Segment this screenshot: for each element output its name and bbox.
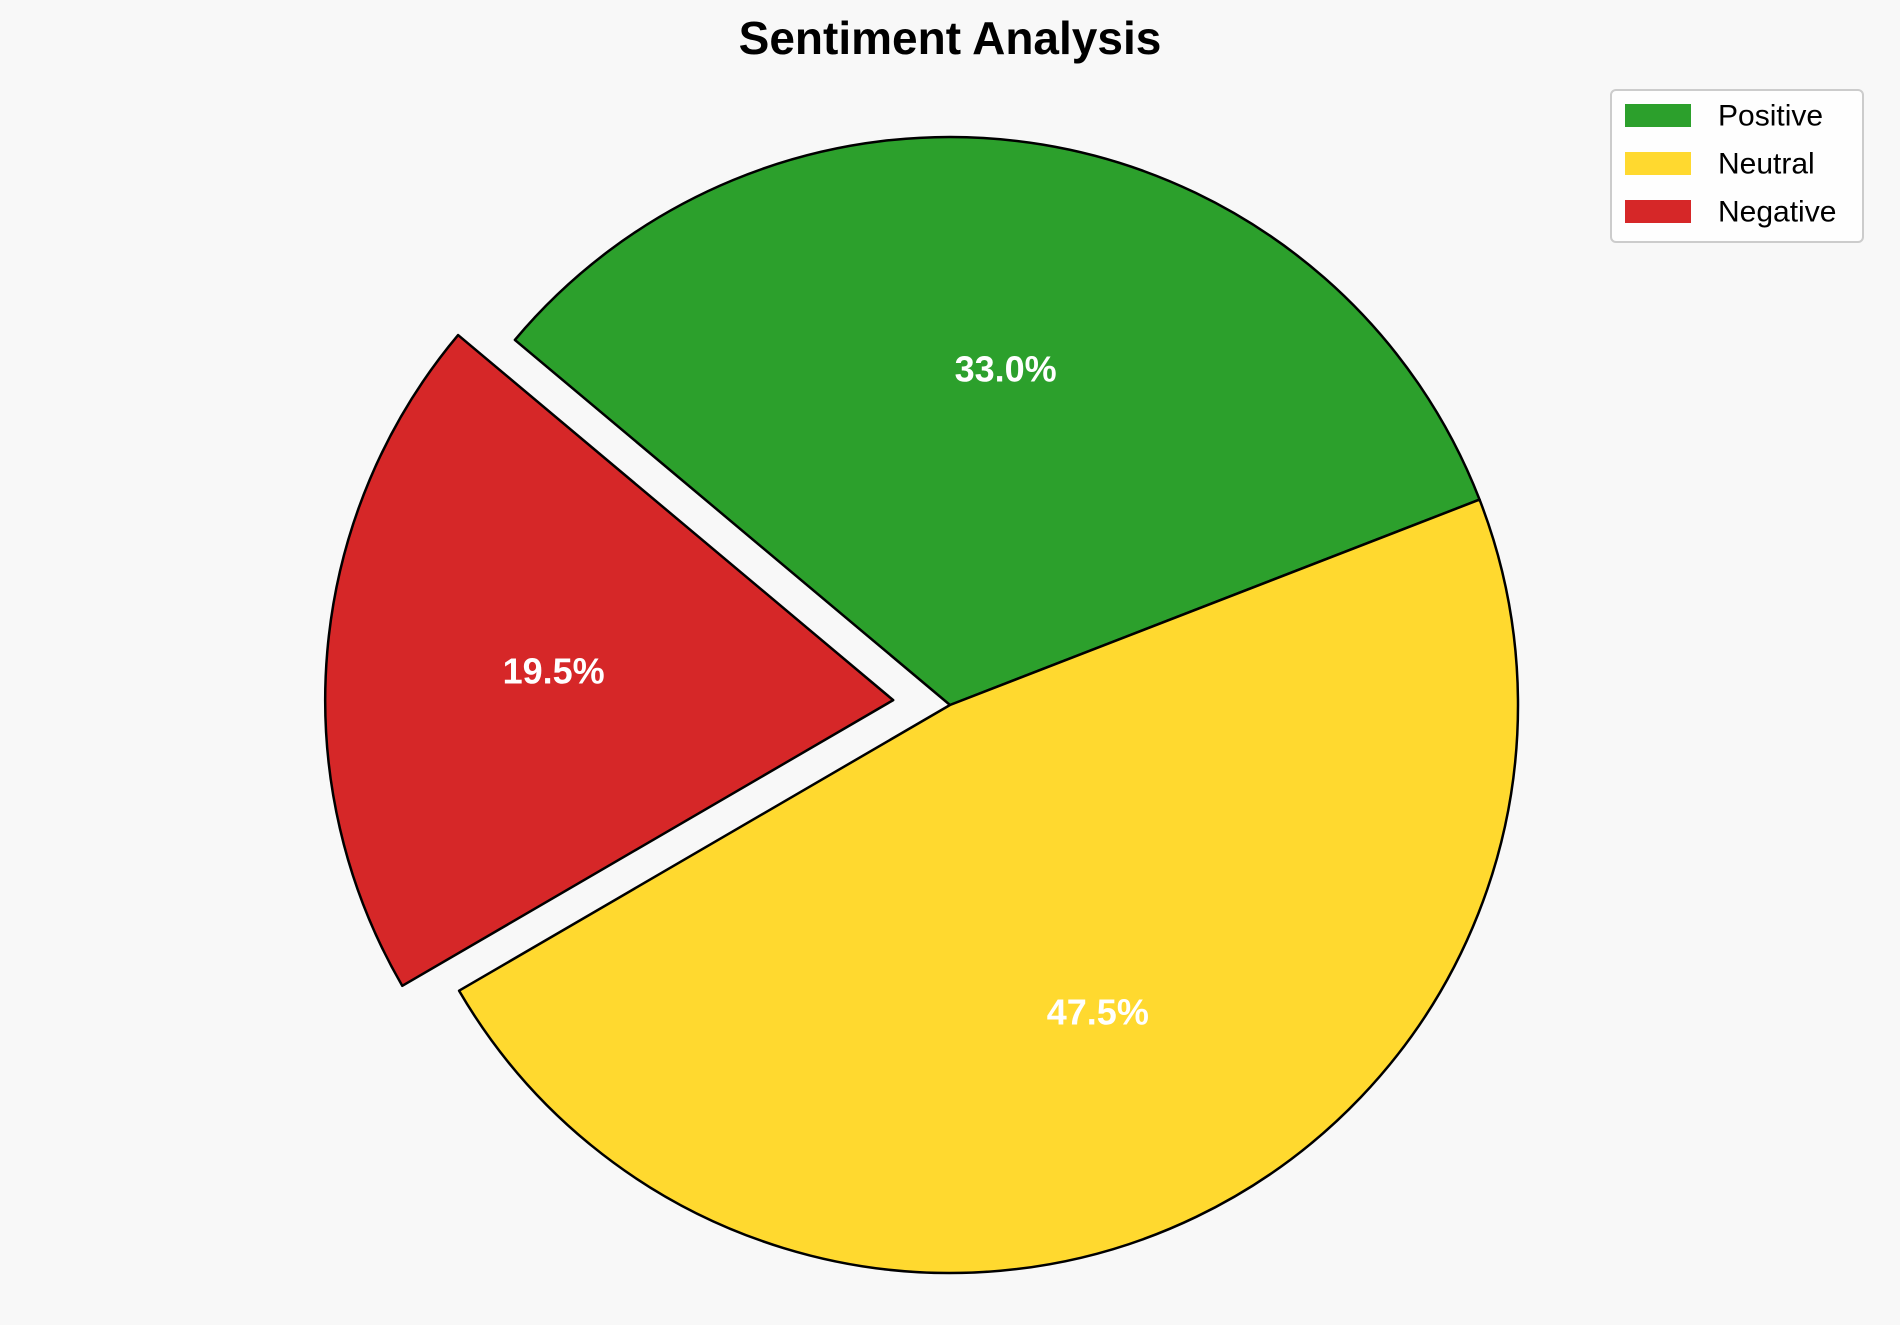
pie-label-positive: 33.0% (955, 348, 1057, 389)
pie-slice-negative (324, 333, 895, 988)
legend-swatch-negative (1625, 200, 1691, 223)
chart-title: Sentiment Analysis (739, 12, 1162, 64)
legend-swatch-neutral (1625, 152, 1691, 175)
legend-label-neutral: Neutral (1718, 148, 1815, 181)
legend-swatch-positive (1625, 104, 1691, 127)
legend-label-positive: Positive (1718, 100, 1823, 133)
legend: Positive Neutral Negative (1610, 89, 1864, 243)
pie-label-neutral: 47.5% (1047, 992, 1149, 1033)
pie-label-negative: 19.5% (503, 651, 605, 692)
pie-slices (324, 135, 1520, 1275)
legend-items: Positive Neutral Negative (1625, 100, 1836, 229)
pie-labels: 33.0% 47.5% 19.5% (503, 348, 1149, 1032)
pie-slice-neutral (457, 498, 1520, 1275)
pie-slice-positive (513, 135, 1481, 707)
legend-label-negative: Negative (1718, 196, 1836, 229)
